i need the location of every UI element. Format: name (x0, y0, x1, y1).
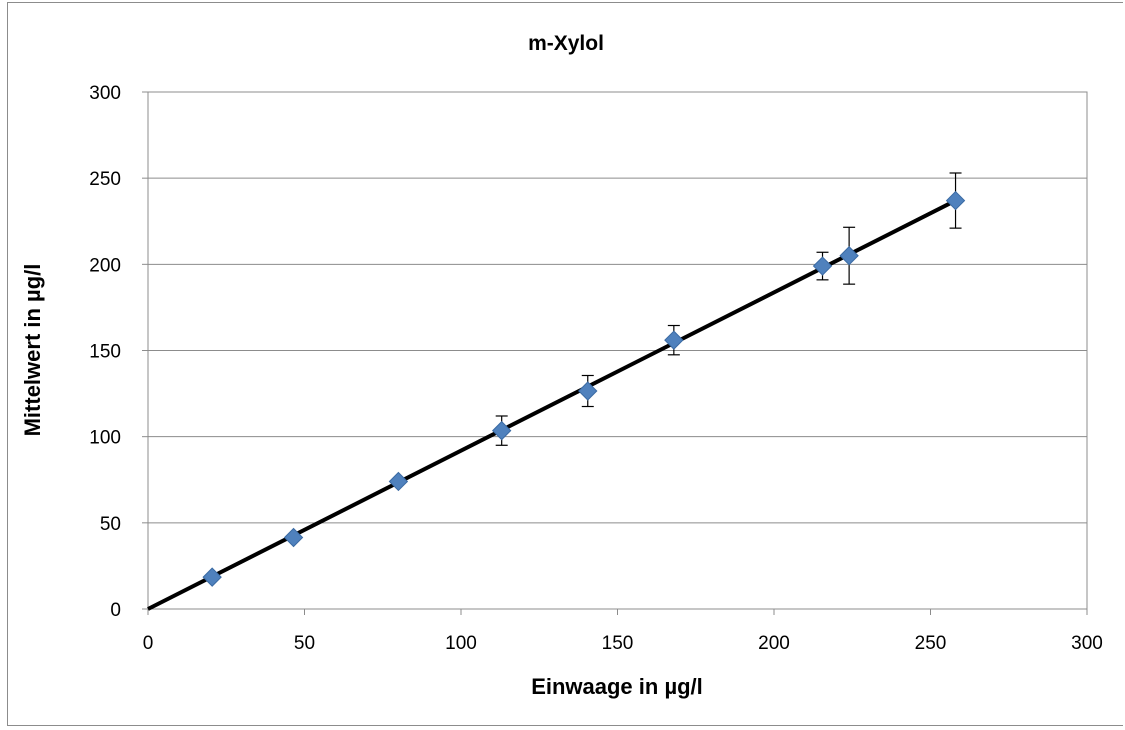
x-axis-ticks: 0 50 100 150 200 250 300 (143, 609, 1103, 654)
y-tick-label: 100 (89, 428, 121, 449)
y-tick-label: 250 (89, 169, 121, 190)
data-point (664, 330, 684, 350)
data-point (388, 471, 409, 492)
chart-frame (7, 2, 1123, 726)
x-tick-label: 0 (143, 633, 154, 654)
y-tick-label: 300 (89, 83, 121, 104)
x-tick-label: 150 (602, 633, 634, 654)
y-axis-title: Mittelwert in µg/l (20, 264, 45, 437)
gridlines (148, 91, 1087, 610)
error-bars (495, 172, 962, 446)
data-point (578, 381, 598, 401)
data-point (202, 567, 222, 587)
trendline (147, 198, 957, 611)
data-point (283, 527, 304, 548)
y-tick-label: 50 (100, 514, 121, 535)
x-tick-label: 50 (294, 633, 315, 654)
data-points (202, 190, 966, 587)
y-tick-label: 200 (89, 255, 121, 276)
y-tick-label: 0 (110, 600, 121, 621)
data-point (945, 190, 966, 211)
trendline-group (147, 198, 957, 611)
y-axis-ticks: 0 50 100 150 200 250 300 (89, 83, 148, 621)
x-tick-label: 200 (758, 633, 790, 654)
y-tick-label: 150 (89, 342, 121, 363)
x-axis-title: Einwaage in µg/l (531, 674, 703, 699)
x-tick-label: 100 (445, 633, 477, 654)
x-tick-label: 250 (915, 633, 947, 654)
data-point (839, 246, 859, 266)
chart-title: m-Xylol (528, 32, 604, 55)
x-tick-label: 300 (1071, 633, 1103, 654)
data-point (812, 256, 833, 276)
data-point (491, 420, 512, 441)
